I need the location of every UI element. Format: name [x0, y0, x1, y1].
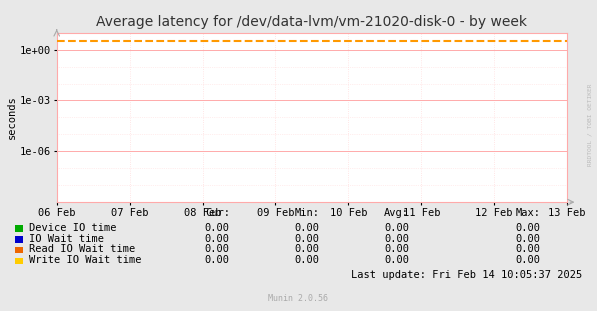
Title: Average latency for /dev/data-lvm/vm-21020-disk-0 - by week: Average latency for /dev/data-lvm/vm-210…: [97, 15, 527, 29]
Y-axis label: seconds: seconds: [7, 95, 17, 139]
Text: 0.00: 0.00: [515, 255, 540, 265]
Text: 0.00: 0.00: [294, 234, 319, 244]
Text: Read IO Wait time: Read IO Wait time: [29, 244, 135, 254]
Text: IO Wait time: IO Wait time: [29, 234, 104, 244]
Text: 0.00: 0.00: [515, 244, 540, 254]
Text: Write IO Wait time: Write IO Wait time: [29, 255, 141, 265]
Text: 0.00: 0.00: [384, 244, 409, 254]
Text: 0.00: 0.00: [205, 234, 230, 244]
Text: Max:: Max:: [515, 208, 540, 218]
Text: 0.00: 0.00: [205, 255, 230, 265]
Text: 0.00: 0.00: [294, 223, 319, 233]
Text: Cur:: Cur:: [205, 208, 230, 218]
Text: 0.00: 0.00: [515, 234, 540, 244]
Text: 0.00: 0.00: [384, 223, 409, 233]
Text: 0.00: 0.00: [294, 255, 319, 265]
Text: Min:: Min:: [294, 208, 319, 218]
Text: 0.00: 0.00: [515, 223, 540, 233]
Text: Avg:: Avg:: [384, 208, 409, 218]
Text: Device IO time: Device IO time: [29, 223, 116, 233]
Text: Munin 2.0.56: Munin 2.0.56: [269, 294, 328, 303]
Text: Last update: Fri Feb 14 10:05:37 2025: Last update: Fri Feb 14 10:05:37 2025: [351, 270, 582, 280]
Text: RRDTOOL / TOBI OETIKER: RRDTOOL / TOBI OETIKER: [588, 83, 593, 166]
Text: 0.00: 0.00: [384, 255, 409, 265]
Text: 0.00: 0.00: [205, 223, 230, 233]
Text: 0.00: 0.00: [205, 244, 230, 254]
Text: 0.00: 0.00: [384, 234, 409, 244]
Text: 0.00: 0.00: [294, 244, 319, 254]
